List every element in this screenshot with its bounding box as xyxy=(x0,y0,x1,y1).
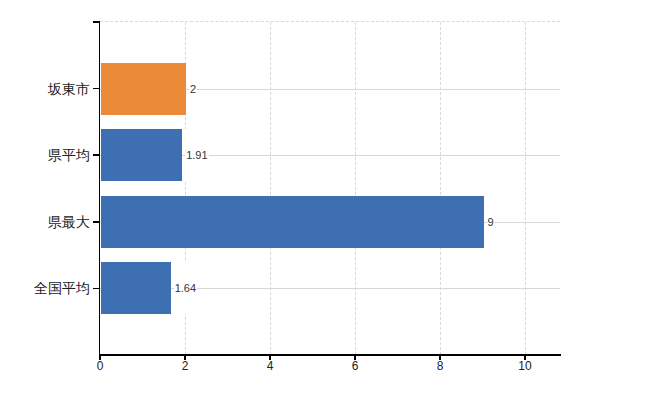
value-label: 1.91 xyxy=(185,129,208,181)
bar-row-bando: 坂東市 2 xyxy=(0,63,650,115)
x-axis-tick-label: 10 xyxy=(508,359,542,373)
value-label: 9 xyxy=(487,196,495,248)
bar-row-pref-average: 県平均 1.91 xyxy=(0,129,650,181)
category-label: 全国平均 xyxy=(0,262,90,314)
y-axis-line xyxy=(99,21,101,355)
x-axis-tick-label: 2 xyxy=(168,359,202,373)
x-axis-tick-label: 0 xyxy=(83,359,117,373)
x-axis-line xyxy=(99,354,561,356)
x-axis-tick-label: 6 xyxy=(338,359,372,373)
category-label: 県平均 xyxy=(0,129,90,181)
plot-top-border xyxy=(100,21,560,22)
x-axis-tick-label: 8 xyxy=(423,359,457,373)
category-label: 県最大 xyxy=(0,196,90,248)
bar-row-national-average: 全国平均 1.64 xyxy=(0,262,650,314)
bar-chart: 坂東市 2 県平均 1.91 県最大 9 全国平均 1.64 0 2 4 6 8… xyxy=(0,0,650,400)
bar[interactable] xyxy=(101,129,182,181)
x-axis-tick-label: 4 xyxy=(253,359,287,373)
category-label: 坂東市 xyxy=(0,63,90,115)
bar[interactable] xyxy=(101,63,186,115)
bar-row-pref-max: 県最大 9 xyxy=(0,196,650,248)
value-label: 2 xyxy=(189,63,197,115)
value-label: 1.64 xyxy=(174,262,197,314)
bar[interactable] xyxy=(101,196,484,248)
bar[interactable] xyxy=(101,262,171,314)
